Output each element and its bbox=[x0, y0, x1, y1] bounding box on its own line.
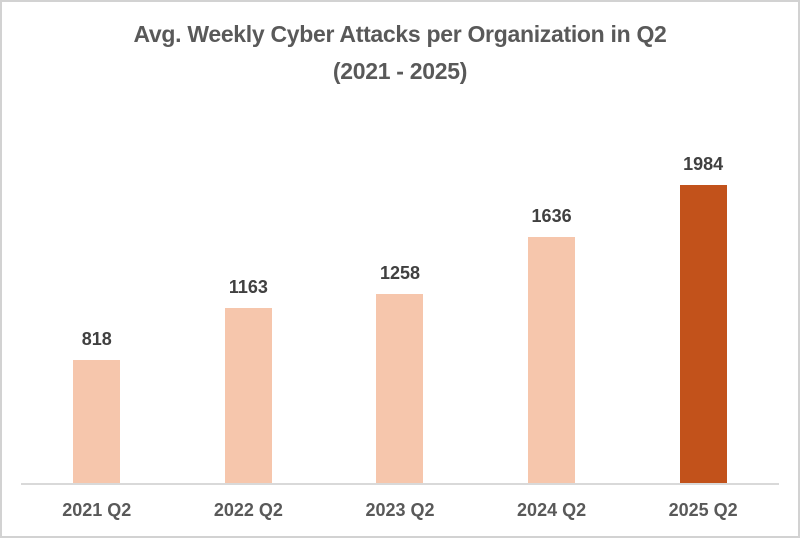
data-label: 1636 bbox=[531, 206, 572, 226]
data-label: 1258 bbox=[379, 263, 420, 283]
data-label: 1163 bbox=[228, 277, 268, 297]
chart-title-line1: Avg. Weekly Cyber Attacks per Organizati… bbox=[133, 21, 667, 47]
bar-slot: 1163 bbox=[173, 277, 325, 483]
data-label: 1984 bbox=[683, 154, 724, 174]
chart-title: Avg. Weekly Cyber Attacks per Organizati… bbox=[2, 16, 798, 90]
x-axis-label: 2021 Q2 bbox=[62, 500, 132, 520]
bar-2022-q2 bbox=[224, 308, 272, 483]
bar-slot: 1636 bbox=[476, 206, 628, 483]
bar-2024-q2 bbox=[528, 237, 576, 483]
bar-2023-q2 bbox=[376, 294, 424, 483]
bar-2025-q2 bbox=[679, 185, 727, 483]
bar-slot: 1258 bbox=[324, 263, 476, 483]
bar-slot: 1984 bbox=[627, 154, 779, 483]
plot-area: 818 1163 1258 1636 1984 bbox=[21, 154, 779, 485]
bar-2021-q2 bbox=[73, 360, 121, 483]
x-axis-label: 2022 Q2 bbox=[213, 500, 283, 520]
data-label: 818 bbox=[81, 329, 112, 349]
x-axis-label: 2023 Q2 bbox=[365, 500, 435, 520]
x-axis: 2021 Q2 2022 Q2 2023 Q2 2024 Q2 2025 Q2 bbox=[21, 500, 779, 521]
x-axis-label: 2025 Q2 bbox=[668, 500, 738, 520]
chart-title-line2: (2021 - 2025) bbox=[332, 58, 468, 84]
bar-slot: 818 bbox=[21, 329, 173, 483]
x-axis-label: 2024 Q2 bbox=[517, 500, 587, 520]
